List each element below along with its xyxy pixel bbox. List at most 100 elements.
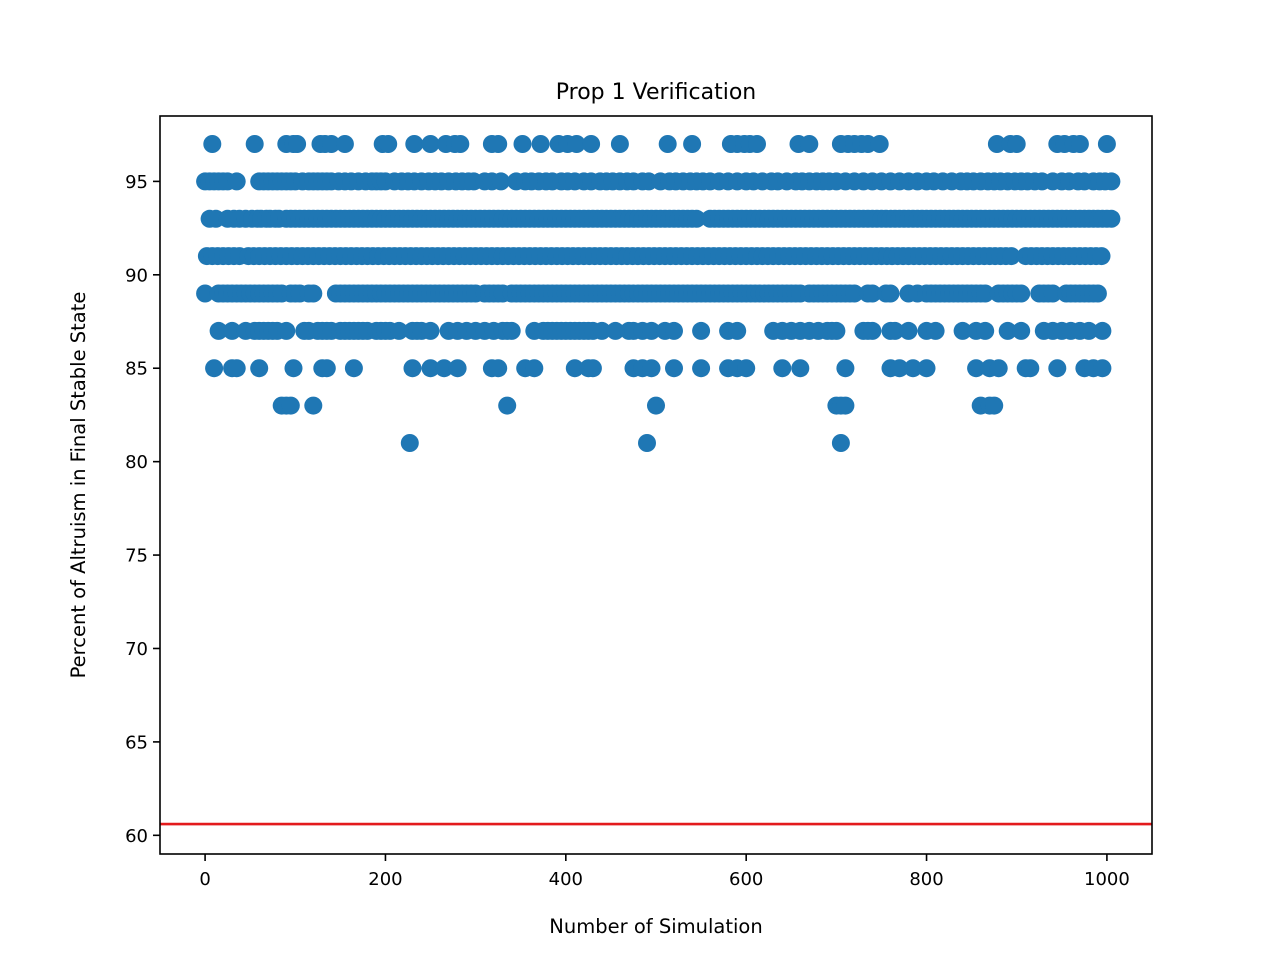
data-point xyxy=(890,359,909,378)
data-point xyxy=(1097,135,1116,153)
x-tick-label: 600 xyxy=(729,869,763,890)
data-point xyxy=(899,321,918,340)
data-point xyxy=(335,135,354,153)
data-point xyxy=(881,284,900,303)
data-point xyxy=(606,321,625,340)
data-point xyxy=(863,321,882,340)
data-point xyxy=(209,321,228,340)
y-tick-label: 75 xyxy=(125,546,148,567)
data-point xyxy=(665,321,683,340)
data-point xyxy=(800,135,819,153)
data-point xyxy=(203,135,222,153)
data-point xyxy=(989,359,1008,378)
data-point xyxy=(1092,247,1111,266)
data-point xyxy=(1079,321,1098,340)
data-point xyxy=(245,135,264,153)
data-point xyxy=(926,321,945,340)
x-tick-label: 800 xyxy=(909,869,943,890)
y-tick-label: 70 xyxy=(125,639,148,660)
data-point xyxy=(435,359,454,378)
data-point xyxy=(886,321,904,340)
data-point xyxy=(1021,359,1040,378)
data-point xyxy=(277,321,296,340)
data-point xyxy=(1093,321,1112,340)
plot-frame xyxy=(159,115,1153,855)
y-tick-label: 60 xyxy=(125,826,148,847)
data-point xyxy=(1070,135,1089,153)
data-point xyxy=(831,434,850,452)
data-point xyxy=(281,396,300,415)
data-point xyxy=(451,135,470,153)
data-point xyxy=(642,359,661,378)
data-point xyxy=(987,135,1006,153)
data-point xyxy=(665,359,683,378)
data-point xyxy=(904,359,922,378)
data-point xyxy=(489,135,508,153)
data-point xyxy=(748,135,766,153)
data-point xyxy=(421,359,440,378)
data-point xyxy=(1012,321,1031,340)
data-point xyxy=(917,359,936,378)
data-point xyxy=(985,396,1004,415)
data-point xyxy=(863,284,882,303)
data-point xyxy=(791,359,810,378)
y-tick-label: 90 xyxy=(125,265,148,286)
data-point xyxy=(582,135,601,153)
y-tick-label: 80 xyxy=(125,452,148,473)
data-point xyxy=(692,321,711,340)
data-point xyxy=(491,172,510,191)
data-point xyxy=(567,135,586,153)
data-point xyxy=(737,359,756,378)
data-point xyxy=(1088,284,1107,303)
data-point xyxy=(223,321,242,340)
x-tick-label: 400 xyxy=(549,869,583,890)
y-tick-label: 85 xyxy=(125,359,148,380)
y-axis-label: Percent of Altruism in Final Stable Stat… xyxy=(67,292,90,679)
data-point xyxy=(1043,284,1062,303)
data-point xyxy=(322,135,341,153)
data-point xyxy=(647,396,665,415)
data-point xyxy=(1012,284,1031,303)
data-point xyxy=(998,321,1017,340)
data-point xyxy=(513,135,532,153)
data-point xyxy=(1102,209,1121,228)
x-tick-label: 200 xyxy=(368,869,402,890)
data-point xyxy=(1002,247,1021,266)
y-tick-label: 65 xyxy=(125,732,148,753)
data-point xyxy=(836,396,855,415)
x-tick-label: 0 xyxy=(199,869,210,890)
data-point xyxy=(592,321,611,340)
data-point xyxy=(421,321,440,340)
data-point xyxy=(525,359,544,378)
data-point xyxy=(967,359,986,378)
data-point xyxy=(288,135,307,153)
data-point xyxy=(692,359,711,378)
data-point xyxy=(405,135,424,153)
data-point xyxy=(205,359,224,378)
data-point xyxy=(976,321,995,340)
data-point xyxy=(658,135,677,153)
data-point xyxy=(642,321,661,340)
data-point xyxy=(421,135,440,153)
data-point xyxy=(953,321,972,340)
data-point xyxy=(196,284,215,303)
data-point xyxy=(773,359,792,378)
data-point xyxy=(498,396,517,415)
data-point xyxy=(1102,172,1121,191)
data-point xyxy=(304,396,323,415)
data-point xyxy=(638,434,656,452)
data-point xyxy=(403,359,422,378)
data-point xyxy=(304,284,323,303)
data-point xyxy=(390,321,408,340)
data-point xyxy=(610,135,629,153)
data-point xyxy=(870,135,889,153)
x-tick-label: 1000 xyxy=(1084,869,1130,890)
data-point xyxy=(227,172,246,191)
data-point xyxy=(317,359,336,378)
data-point xyxy=(227,359,246,378)
data-point xyxy=(728,321,747,340)
data-point xyxy=(683,135,702,153)
data-point xyxy=(1093,359,1112,378)
data-point xyxy=(1048,359,1067,378)
